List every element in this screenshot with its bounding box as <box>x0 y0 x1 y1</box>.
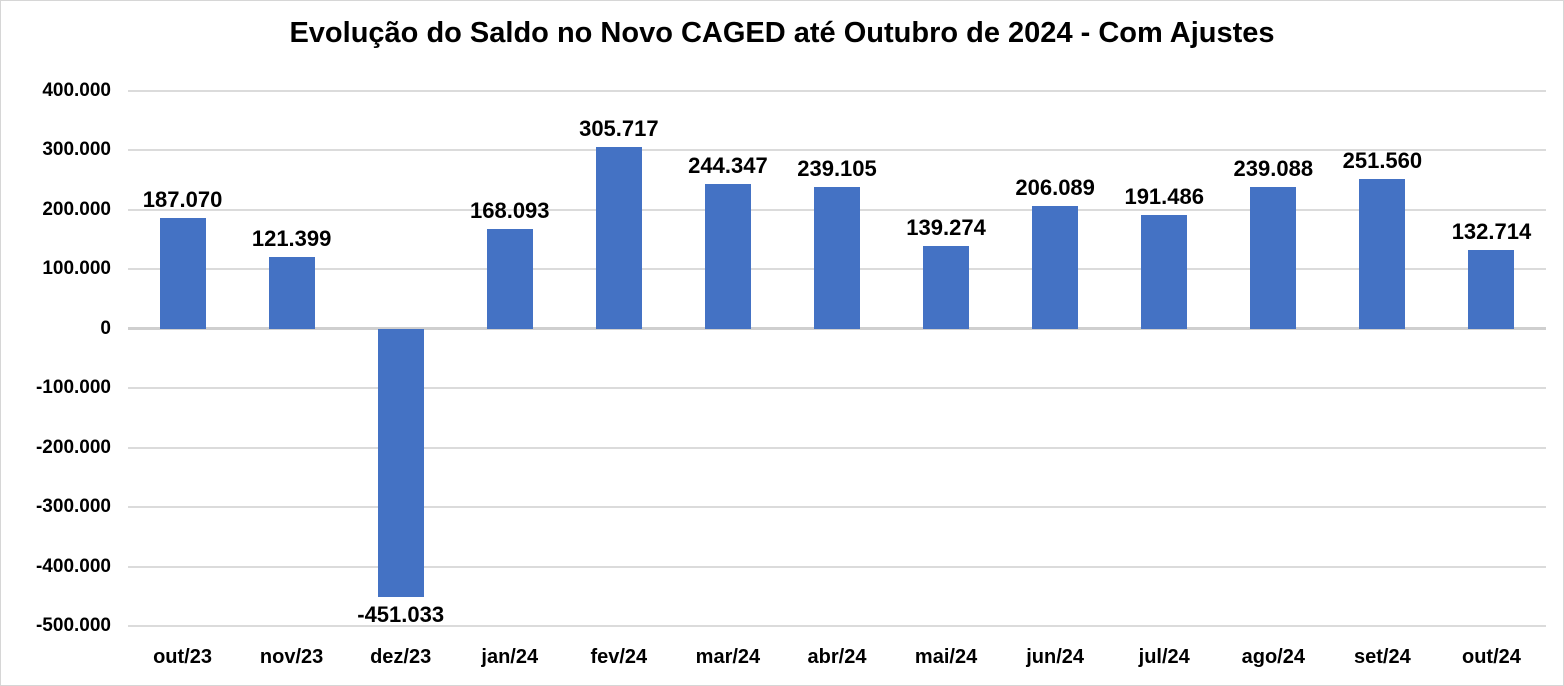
y-gridline <box>128 565 1546 568</box>
x-tick-label: dez/23 <box>370 646 432 668</box>
y-gridline <box>128 387 1546 390</box>
plot-area: 187.070 121.399 -451.033 168.093 305.717 244.… <box>128 90 1546 627</box>
x-tick-label: nov/23 <box>259 646 324 668</box>
data-label: 244.347 <box>688 152 768 178</box>
bar-mai-24 <box>923 245 970 329</box>
data-label: 305.717 <box>579 116 659 142</box>
data-label: 239.105 <box>797 155 877 181</box>
x-tick-label: out/24 <box>1462 646 1521 668</box>
y-tick-label: -300.000 <box>35 496 111 518</box>
data-label: 239.088 <box>1233 155 1314 181</box>
data-label: 191.486 <box>1124 183 1204 209</box>
y-gridline <box>128 90 1546 92</box>
x-tick-label: jan/24 <box>481 646 539 668</box>
x-tick-label: set/24 <box>1354 646 1411 668</box>
y-tick-label: -400.000 <box>35 555 111 577</box>
x-axis: out/23 nov/23 dez/23 jan/24 fev/24 mar/24 abr/… <box>128 644 1546 676</box>
bar-out-23 <box>159 217 206 329</box>
bar-fev-24 <box>595 147 642 329</box>
data-label: 139.274 <box>906 214 986 240</box>
bar-out-24 <box>1468 249 1515 329</box>
x-tick-label: jun/24 <box>1026 646 1085 668</box>
category-axis-line <box>128 327 1546 331</box>
bar-jun-24 <box>1032 206 1079 329</box>
data-label: 132.714 <box>1451 218 1532 244</box>
x-tick-label: mai/24 <box>914 646 978 668</box>
x-tick-label: abr/24 <box>807 646 867 668</box>
data-label: 251.560 <box>1342 148 1423 174</box>
bar-nov-23 <box>268 256 315 329</box>
y-tick-label: 0 <box>100 317 111 339</box>
bar-jul-24 <box>1141 214 1188 329</box>
data-label: 206.089 <box>1015 175 1095 201</box>
data-label: 121.399 <box>251 225 332 251</box>
y-tick-label: 300.000 <box>42 139 111 161</box>
y-tick-label: -500.000 <box>35 615 111 636</box>
y-gridline <box>128 149 1546 152</box>
y-tick-label: -100.000 <box>35 377 111 399</box>
x-tick-label: mar/24 <box>695 646 761 668</box>
chart-title: Evolução do Saldo no Novo CAGED até Outu… <box>289 17 1275 49</box>
x-tick-label: ago/24 <box>1241 646 1305 668</box>
y-tick-label: 100.000 <box>42 258 111 280</box>
data-label: 168.093 <box>470 197 550 223</box>
bar-ago-24 <box>1250 186 1297 329</box>
y-tick-label: 400.000 <box>42 80 111 101</box>
y-gridline <box>128 506 1546 509</box>
x-tick-label: jul/24 <box>1138 646 1190 668</box>
bar-dez-23 <box>377 328 424 597</box>
bar-mar-24 <box>704 183 751 329</box>
data-label: -451.033 <box>357 601 445 627</box>
x-tick-label: out/23 <box>153 646 212 668</box>
x-tick-label: fev/24 <box>590 646 648 668</box>
y-tick-label: 200.000 <box>42 198 111 220</box>
data-label: 187.070 <box>142 186 223 212</box>
y-gridline <box>128 446 1546 449</box>
y-tick-label: -200.000 <box>35 436 111 458</box>
y-axis: 400.000 300.000 200.000 100.000 0 -100.000 -20… <box>1 1 111 685</box>
bar-set-24 <box>1359 179 1406 329</box>
bar-jan-24 <box>486 228 533 329</box>
bar-abr-24 <box>814 186 860 329</box>
y-gridline <box>128 625 1546 627</box>
